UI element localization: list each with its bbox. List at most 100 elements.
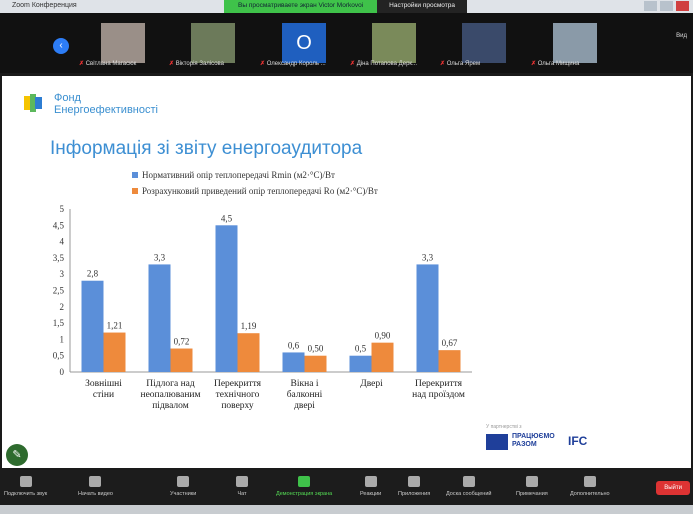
view-button[interactable]: Вид xyxy=(676,33,687,39)
y-tick-label: 5 xyxy=(60,204,65,214)
leave-button[interactable]: Выйти xyxy=(656,481,690,495)
data-label: 1,19 xyxy=(241,321,257,331)
data-label: 0,6 xyxy=(288,340,300,350)
data-label: 0,5 xyxy=(355,344,367,354)
taskbar xyxy=(0,505,693,514)
toolbar-icon xyxy=(525,476,538,487)
slide-title: Інформація зі звіту енергоаудитора xyxy=(50,138,363,159)
toolbar-icon xyxy=(19,476,32,487)
participant-video[interactable] xyxy=(553,23,597,63)
participant-video[interactable]: O xyxy=(282,23,326,63)
shared-screen: Фонд Енергоефективності Інформація зі зв… xyxy=(2,76,691,468)
legend-item-rmin: Нормативний опір теплопередачі Rmin (м2·… xyxy=(132,170,335,180)
previous-page-button[interactable]: ‹ xyxy=(53,38,69,54)
toolbar-button[interactable]: Реакции xyxy=(360,476,381,497)
toolbar-icon xyxy=(298,476,311,487)
y-tick-label: 0 xyxy=(60,367,65,377)
minimize-button[interactable] xyxy=(644,1,657,11)
bar xyxy=(103,332,126,372)
toolbar-button[interactable]: Участники xyxy=(170,476,196,497)
x-tick-label: Зовнішні стіни xyxy=(85,379,122,400)
data-label: 4,5 xyxy=(221,213,233,223)
bar xyxy=(81,280,104,372)
view-options-button[interactable]: Настройки просмотра xyxy=(377,0,467,13)
y-tick-label: 3 xyxy=(60,269,65,279)
eu-flag-logo xyxy=(486,434,508,450)
participant-video[interactable] xyxy=(191,23,235,63)
participant-gallery: ‹ ✗ Світлана Магасюк ✗ Вікторія Залісова O… xyxy=(0,13,693,73)
data-label: 0,90 xyxy=(375,331,391,341)
x-tick-label: Перекриття технічного поверху xyxy=(214,379,262,411)
muted-mic-icon: ✗ xyxy=(79,61,85,67)
muted-mic-icon: ✗ xyxy=(350,61,356,67)
bar xyxy=(371,342,394,372)
toolbar-icon xyxy=(408,476,421,487)
maximize-button[interactable] xyxy=(660,1,673,11)
bar xyxy=(349,355,372,372)
data-label: 3,3 xyxy=(422,252,434,262)
toolbar-button[interactable]: Чат xyxy=(236,476,248,497)
bar xyxy=(170,348,193,372)
participant-name: ✗ Світлана Магасюк xyxy=(79,61,137,67)
toolbar-button[interactable]: Доска сообщений xyxy=(446,476,492,497)
toolbar-icon xyxy=(236,476,248,487)
data-label: 0,67 xyxy=(442,338,458,348)
toolbar-button[interactable]: Приложения xyxy=(398,476,430,497)
bar-chart: 0 0,5 1 1,5 2 2,5 3 3,5 4 4,5 5 2,8 1,21 Зовнішні стін… xyxy=(53,204,472,411)
ifc-logo: IFC xyxy=(568,434,588,448)
y-tick-label: 1 xyxy=(60,334,65,344)
muted-mic-icon: ✗ xyxy=(260,61,266,67)
participant-name: ✗ Олександр Король ... xyxy=(260,61,326,67)
y-tick-label: 2 xyxy=(60,302,65,312)
data-label: 1,21 xyxy=(107,321,123,331)
bar xyxy=(215,225,238,372)
bar xyxy=(282,352,305,372)
toolbar-icon xyxy=(364,476,377,487)
close-button[interactable] xyxy=(676,1,689,11)
data-label: 0,72 xyxy=(174,337,190,347)
y-tick-label: 3,5 xyxy=(53,253,65,263)
x-tick-label: Перекриття над проїздом xyxy=(412,379,465,400)
participant-name: ✗ Ольга Ярем xyxy=(440,61,481,67)
participant-video[interactable] xyxy=(462,23,506,63)
toolbar-button[interactable]: Примечания xyxy=(516,476,548,497)
toolbar-icon xyxy=(89,476,102,487)
data-label: 3,3 xyxy=(154,252,166,262)
x-tick-label: Двері xyxy=(360,379,383,389)
toolbar-icon xyxy=(177,476,190,487)
bar xyxy=(304,355,327,372)
fund-name: Фонд Енергоефективності xyxy=(54,92,158,116)
meeting-toolbar: Подключить звук Начать видео Участники Чат Д… xyxy=(0,470,693,505)
muted-mic-icon: ✗ xyxy=(440,61,446,67)
annotate-pen-icon[interactable]: ✎ xyxy=(6,444,28,466)
participant-video[interactable] xyxy=(372,23,416,63)
razom-logo: ПРАЦЮЄМО РАЗОМ xyxy=(512,433,555,448)
participant-name: ✗ Вікторія Залісова xyxy=(169,61,224,67)
title-bar: Zoom Конференция Вы просматриваете экран… xyxy=(0,0,693,13)
bar xyxy=(438,350,461,372)
participant-name: ✗ Діна Потапова Дерк... xyxy=(350,61,418,67)
toolbar-icon xyxy=(462,476,475,487)
muted-mic-icon: ✗ xyxy=(531,61,537,67)
muted-mic-icon: ✗ xyxy=(169,61,175,67)
bar xyxy=(237,333,260,372)
participant-video[interactable] xyxy=(101,23,145,63)
toolbar-button[interactable]: Демонстрация экрана xyxy=(276,476,332,497)
toolbar-button[interactable]: Дополнительно xyxy=(570,476,610,497)
window-title: Zoom Конференция xyxy=(12,2,77,9)
x-tick-label: Вікна і балконні двері xyxy=(287,379,323,411)
fund-logo xyxy=(24,94,42,112)
participant-name: ✗ Ольга Мищина xyxy=(531,61,580,67)
x-tick-label: Підлога над неопалюваним підвалом xyxy=(140,379,200,411)
toolbar-button[interactable]: Подключить звук xyxy=(4,476,47,497)
y-tick-label: 4 xyxy=(60,237,65,247)
toolbar-icon xyxy=(583,476,596,487)
data-label: 2,8 xyxy=(87,269,99,279)
toolbar-button[interactable]: Начать видео xyxy=(78,476,113,497)
y-tick-label: 4,5 xyxy=(53,220,65,230)
y-tick-label: 1,5 xyxy=(53,318,65,328)
bar xyxy=(416,264,439,372)
legend-item-ro: Розрахунковий приведений опір теплоперед… xyxy=(132,186,378,196)
y-tick-label: 2,5 xyxy=(53,286,65,296)
partners-label: У партнерстві з xyxy=(486,424,522,430)
